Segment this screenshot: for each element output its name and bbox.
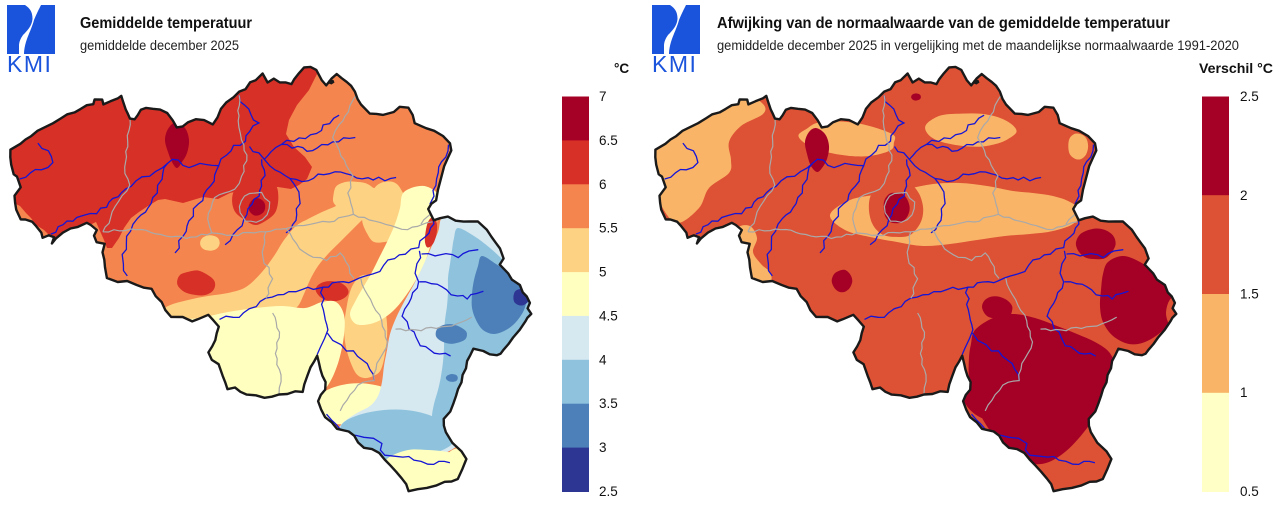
- svg-text:3.5: 3.5: [599, 396, 618, 411]
- svg-text:°C: °C: [614, 61, 629, 76]
- svg-text:6.5: 6.5: [599, 133, 618, 148]
- svg-text:KMI: KMI: [7, 51, 52, 77]
- svg-text:KMI: KMI: [652, 51, 697, 77]
- svg-text:1: 1: [1240, 385, 1248, 400]
- svg-text:5.5: 5.5: [599, 221, 618, 236]
- svg-text:5: 5: [599, 265, 607, 280]
- svg-text:4.5: 4.5: [599, 308, 618, 323]
- svg-text:7: 7: [599, 89, 607, 104]
- svg-text:1.5: 1.5: [1240, 287, 1259, 302]
- svg-text:gemiddelde december 2025 in ve: gemiddelde december 2025 in vergelijking…: [717, 38, 1239, 53]
- svg-text:6: 6: [599, 177, 607, 192]
- svg-text:Gemiddelde temperatuur: Gemiddelde temperatuur: [80, 15, 252, 32]
- svg-text:2.5: 2.5: [1240, 89, 1259, 104]
- svg-text:gemiddelde december 2025: gemiddelde december 2025: [80, 38, 239, 53]
- svg-text:2.5: 2.5: [599, 484, 618, 499]
- svg-text:Verschil °C: Verschil °C: [1199, 61, 1273, 76]
- svg-text:Afwijking van de normaalwaarde: Afwijking van de normaalwaarde van de ge…: [717, 15, 1170, 32]
- svg-text:2: 2: [1240, 188, 1248, 203]
- svg-text:4: 4: [599, 352, 607, 367]
- svg-text:3: 3: [599, 440, 607, 455]
- svg-text:0.5: 0.5: [1240, 484, 1259, 499]
